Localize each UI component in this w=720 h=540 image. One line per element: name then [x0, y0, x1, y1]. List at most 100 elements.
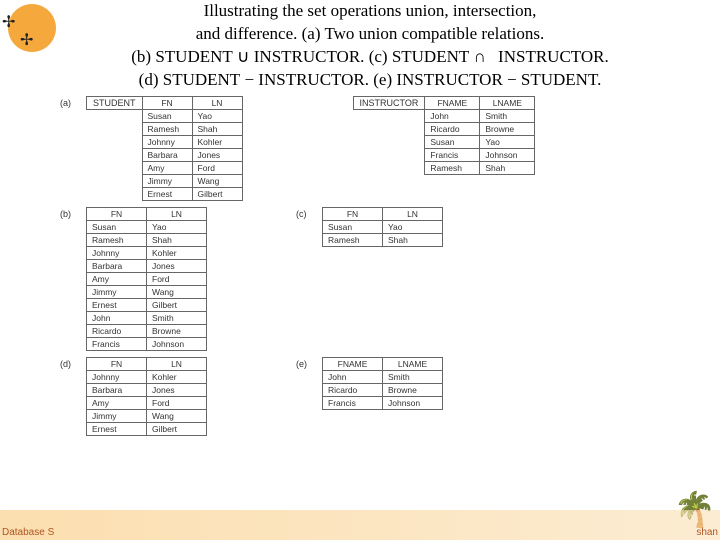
- col-header: LNAME: [480, 96, 535, 109]
- cell: Wang: [147, 409, 207, 422]
- cell: Yao: [480, 135, 535, 148]
- cell: Johnny: [142, 135, 192, 148]
- cell: Susan: [87, 220, 147, 233]
- label-e: (e): [296, 357, 322, 369]
- col-header: LN: [147, 207, 207, 220]
- footer-right-text: shan: [696, 527, 718, 538]
- cell: Shah: [383, 233, 443, 246]
- cell: Gilbert: [147, 298, 207, 311]
- caption-c-right: INSTRUCTOR.: [498, 47, 609, 66]
- cell: Amy: [87, 396, 147, 409]
- cell: Gilbert: [192, 187, 242, 200]
- caption-b-left: STUDENT: [155, 47, 232, 66]
- cell: Ramesh: [425, 161, 480, 174]
- cell: Yao: [192, 109, 242, 122]
- cell: Johnny: [87, 370, 147, 383]
- cell: Amy: [87, 272, 147, 285]
- caption-c-label: (c): [369, 47, 388, 66]
- caption-e-label: (e): [373, 70, 392, 89]
- diff-e-table: FNAMELNAMEJohnSmithRicardoBrowneFrancisJ…: [322, 357, 443, 410]
- col-header: LN: [147, 357, 207, 370]
- caption-d-right: INSTRUCTOR.: [258, 70, 369, 89]
- bird-icon: ✢: [20, 30, 33, 50]
- row-de: (d) FNLNJohnnyKohlerBarbaraJonesAmyFordJ…: [60, 357, 690, 436]
- cell: Browne: [383, 383, 443, 396]
- cell: Francis: [323, 396, 383, 409]
- minus-symbol: −: [507, 70, 517, 89]
- label-c: (c): [296, 207, 322, 219]
- cell: Amy: [142, 161, 192, 174]
- caption-b-label: (b): [131, 47, 151, 66]
- col-header: LNAME: [383, 357, 443, 370]
- row-a: (a) STUDENTFNLNSusanYaoRameshShahJohnnyK…: [60, 96, 690, 201]
- cell: Ricardo: [425, 122, 480, 135]
- label-b: (b): [60, 207, 86, 219]
- student-table: STUDENTFNLNSusanYaoRameshShahJohnnyKohle…: [86, 96, 243, 201]
- col-header: FN: [87, 207, 147, 220]
- union-table: FNLNSusanYaoRameshShahJohnnyKohlerBarbar…: [86, 207, 207, 351]
- instructor-table: INSTRUCTORFNAMELNAMEJohnSmithRicardoBrow…: [353, 96, 536, 175]
- cell: Gilbert: [147, 422, 207, 435]
- label-d: (d): [60, 357, 86, 369]
- cell: Johnson: [383, 396, 443, 409]
- cell: Ernest: [87, 422, 147, 435]
- col-header: LN: [383, 207, 443, 220]
- cell: Ford: [192, 161, 242, 174]
- cell: Ricardo: [323, 383, 383, 396]
- cell: Smith: [480, 109, 535, 122]
- cell: Francis: [87, 337, 147, 350]
- col-header: FN: [87, 357, 147, 370]
- cell: Johnny: [87, 246, 147, 259]
- cell: Ricardo: [87, 324, 147, 337]
- caption-b-right: INSTRUCTOR.: [254, 47, 365, 66]
- col-header: FN: [323, 207, 383, 220]
- cell: Kohler: [192, 135, 242, 148]
- caption-d-left: STUDENT: [163, 70, 240, 89]
- intersect-symbol: ∩: [474, 47, 494, 66]
- cell: Jimmy: [87, 285, 147, 298]
- cell: Ford: [147, 272, 207, 285]
- cell: Ford: [147, 396, 207, 409]
- relation-name: INSTRUCTOR: [353, 96, 425, 109]
- cell: Barbara: [87, 383, 147, 396]
- caption-e-right: STUDENT.: [521, 70, 601, 89]
- footer-gradient: [0, 510, 720, 540]
- label-a: (a): [60, 96, 86, 108]
- row-bc: (b) FNLNSusanYaoRameshShahJohnnyKohlerBa…: [60, 207, 690, 351]
- caption: Illustrating the set operations union, i…: [60, 0, 680, 92]
- col-header: FN: [142, 96, 192, 109]
- cell: Kohler: [147, 370, 207, 383]
- cell: Yao: [383, 220, 443, 233]
- union-symbol: ∪: [237, 47, 249, 66]
- cell: John: [87, 311, 147, 324]
- cell: Shah: [147, 233, 207, 246]
- cell: John: [323, 370, 383, 383]
- cell: Jones: [192, 148, 242, 161]
- cell: Susan: [425, 135, 480, 148]
- minus-symbol: −: [244, 70, 254, 89]
- cell: Browne: [480, 122, 535, 135]
- intersect-table: FNLNSusanYaoRameshShah: [322, 207, 443, 247]
- cell: Wang: [147, 285, 207, 298]
- diff-d-table: FNLNJohnnyKohlerBarbaraJonesAmyFordJimmy…: [86, 357, 207, 436]
- caption-line2: and difference. (a) Two union compatible…: [196, 24, 544, 43]
- bird-icon: ✢: [2, 12, 15, 32]
- cell: Jimmy: [142, 174, 192, 187]
- cell: Johnson: [147, 337, 207, 350]
- cell: Jones: [147, 259, 207, 272]
- cell: Ramesh: [323, 233, 383, 246]
- cell: Francis: [425, 148, 480, 161]
- cell: Jimmy: [87, 409, 147, 422]
- cell: Kohler: [147, 246, 207, 259]
- cell: Barbara: [87, 259, 147, 272]
- cell: Smith: [147, 311, 207, 324]
- cell: Barbara: [142, 148, 192, 161]
- cell: Smith: [383, 370, 443, 383]
- cell: Susan: [142, 109, 192, 122]
- cell: Shah: [192, 122, 242, 135]
- cell: Yao: [147, 220, 207, 233]
- cell: Susan: [323, 220, 383, 233]
- cell: Johnson: [480, 148, 535, 161]
- relation-name: STUDENT: [87, 96, 143, 109]
- cell: John: [425, 109, 480, 122]
